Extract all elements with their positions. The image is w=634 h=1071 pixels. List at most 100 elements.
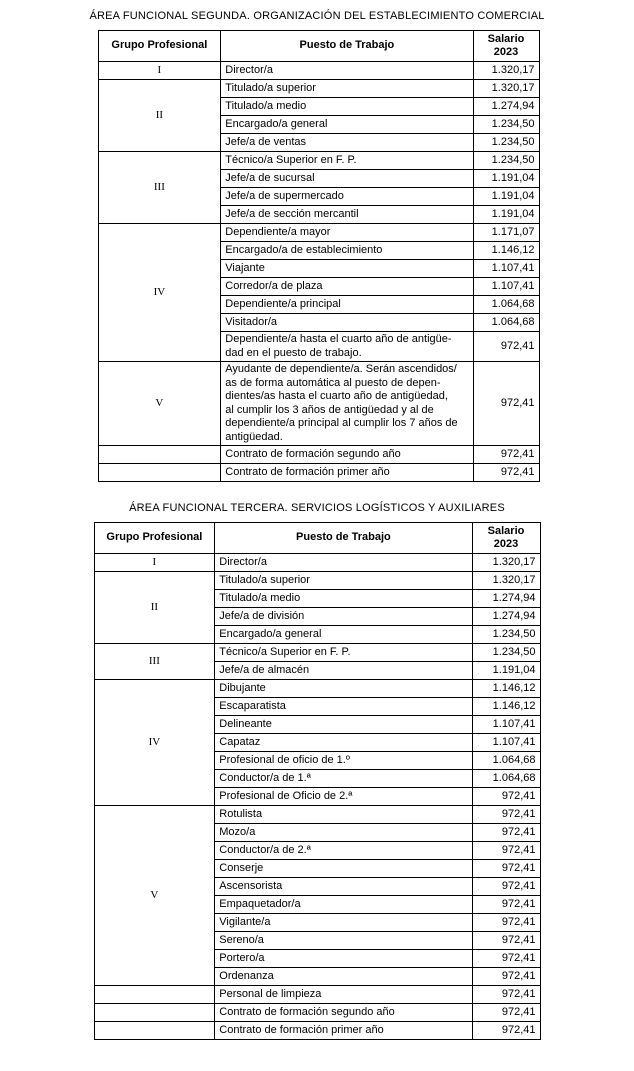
salario-cell: 1.107,41 (471, 715, 541, 734)
table-row: Mozo/a 972,41 (94, 823, 541, 842)
table-row: Ordenanza 972,41 (94, 967, 541, 986)
grupo-profesional-cell: I (93, 553, 216, 572)
puesto-cell: Contrato de formación segundo año (220, 445, 474, 464)
puesto-cell: Capataz (214, 733, 473, 752)
table-row: Titulado/a medio 1.274,94 (94, 589, 541, 608)
table-row: Contrato de formación primer año 972,41 (93, 1021, 541, 1040)
salario-cell: 1.171,07 (472, 223, 540, 242)
salario-cell: 1.064,68 (471, 751, 541, 770)
salario-cell: 1.274,94 (471, 589, 541, 608)
table-row: Personal de limpieza 972,41 (93, 985, 541, 1004)
table-row: Contrato de formación primer año 972,41 (97, 463, 540, 482)
salario-cell: 1.064,68 (471, 769, 541, 788)
salario-cell: 972,41 (472, 445, 540, 464)
puesto-cell: Jefe/a de división (214, 607, 473, 626)
grupo-profesional-cell: V (93, 805, 216, 986)
table-row: II Titulado/a superior 1.320,17 (97, 79, 540, 152)
puesto-cell: Encargado/a general (214, 625, 473, 644)
puesto-cell: Ayudante de dependiente/a. Serán ascendi… (220, 361, 474, 446)
salario-cell: 1.191,04 (472, 205, 540, 224)
puesto-cell: Dependiente/a principal (220, 295, 474, 314)
header-puesto-de-trabajo: Puesto de Trabajo (214, 522, 473, 554)
section-title: ÁREA FUNCIONAL TERCERA. SERVICIOS LOGÍST… (129, 502, 505, 514)
puesto-cell: Escaparatista (214, 697, 473, 716)
table-row: Jefe/a de sección mercantil 1.191,04 (98, 205, 540, 224)
grupo-profesional-cell (97, 445, 222, 464)
salario-cell: 1.191,04 (471, 661, 541, 680)
puesto-cell: Vigilante/a (214, 913, 473, 932)
table-row: Titulado/a medio 1.274,94 (98, 97, 540, 116)
salario-cell: 972,41 (471, 823, 541, 842)
table-row: Encargado/a general 1.234,50 (98, 115, 540, 134)
table-row: Dependiente/a principal 1.064,68 (98, 295, 540, 314)
puesto-cell: Dependiente/a mayor (220, 223, 474, 242)
table-row: Conserje 972,41 (94, 859, 541, 878)
salario-cell: 972,41 (471, 787, 541, 806)
salario-cell: 1.064,68 (472, 295, 540, 314)
salario-cell: 1.234,50 (472, 151, 540, 170)
table-row: Encargado/a general 1.234,50 (94, 625, 541, 644)
table-row: Dependiente/a hasta el cuarto año de ant… (98, 331, 540, 362)
puesto-cell: Titulado/a superior (214, 571, 473, 590)
puesto-cell: Conductor/a de 1.ª (214, 769, 473, 788)
table-row: Conductor/a de 1.ª 1.064,68 (94, 769, 541, 788)
header-row: Grupo Profesional Puesto de Trabajo Salari… (93, 522, 541, 554)
salario-cell: 1.234,50 (472, 133, 540, 152)
grupo-profesional-cell: II (93, 571, 216, 644)
puesto-cell: Titulado/a superior (220, 79, 474, 98)
puesto-cell: Contrato de formación primer año (214, 1021, 473, 1040)
grupo-profesional-cell: III (93, 643, 216, 680)
table-row: I Director/a 1.320,17 (93, 553, 541, 572)
puesto-cell: Dibujante (214, 679, 473, 698)
table-row: Viajante 1.107,41 (98, 259, 540, 278)
salario-cell: 1.146,12 (471, 679, 541, 698)
header-grupo-profesional: Grupo Profesional (97, 30, 222, 62)
salario-cell: 972,41 (471, 841, 541, 860)
salario-cell: 972,41 (471, 913, 541, 932)
grupo-profesional-cell (93, 1003, 216, 1022)
salario-cell: 1.107,41 (472, 259, 540, 278)
salario-cell: 972,41 (471, 877, 541, 896)
salario-cell: 1.234,50 (471, 625, 541, 644)
table-row: Profesional de oficio de 1.º 1.064,68 (94, 751, 541, 770)
salario-cell: 1.274,94 (472, 97, 540, 116)
salario-cell: 972,41 (471, 859, 541, 878)
puesto-cell: Profesional de oficio de 1.º (214, 751, 473, 770)
salario-cell: 972,41 (472, 361, 540, 446)
puesto-cell: Contrato de formación primer año (220, 463, 474, 482)
salario-cell: 1.320,17 (471, 553, 541, 572)
salario-cell: 1.107,41 (471, 733, 541, 752)
puesto-cell: Ascensorista (214, 877, 473, 896)
grupo-profesional-cell (97, 463, 222, 482)
salario-cell: 1.274,94 (471, 607, 541, 626)
puesto-cell: Titulado/a medio (220, 97, 474, 116)
header-salario: Salario 2023 (472, 30, 540, 62)
table-row: Empaquetador/a 972,41 (94, 895, 541, 914)
salario-cell: 972,41 (471, 1003, 541, 1022)
table-row: I Director/a 1.320,17 (97, 61, 540, 80)
salario-cell: 972,41 (471, 895, 541, 914)
header-grupo-profesional: Grupo Profesional (93, 522, 216, 554)
puesto-cell: Jefe/a de supermercado (220, 187, 474, 206)
puesto-cell: Jefe/a de almacén (214, 661, 473, 680)
salario-cell: 972,41 (471, 1021, 541, 1040)
puesto-cell: Delineante (214, 715, 473, 734)
salario-cell: 1.191,04 (472, 187, 540, 206)
puesto-cell: Jefe/a de sucursal (220, 169, 474, 188)
table-row: Jefe/a de división 1.274,94 (94, 607, 541, 626)
puesto-cell: Encargado/a general (220, 115, 474, 134)
puesto-cell: Profesional de Oficio de 2.ª (214, 787, 473, 806)
table-row: V Ayudante de dependiente/a. Serán ascend… (97, 361, 540, 446)
grupo-profesional-cell: III (97, 151, 222, 224)
salario-cell: 1.107,41 (472, 277, 540, 296)
puesto-cell: Jefe/a de sección mercantil (220, 205, 474, 224)
table-row: II Titulado/a superior 1.320,17 (93, 571, 541, 644)
grupo-profesional-cell: IV (93, 679, 216, 806)
grupo-profesional-cell: IV (97, 223, 222, 362)
salario-cell: 972,41 (471, 985, 541, 1004)
salario-cell: 1.234,50 (472, 115, 540, 134)
document-page: ÁREA FUNCIONAL SEGUNDA. ORGANIZACIÓN DEL… (89, 10, 544, 1040)
table-row: Profesional de Oficio de 2.ª 972,41 (94, 787, 541, 806)
table-row: Visitador/a 1.064,68 (98, 313, 540, 332)
puesto-cell: Dependiente/a hasta el cuarto año de ant… (220, 331, 474, 362)
